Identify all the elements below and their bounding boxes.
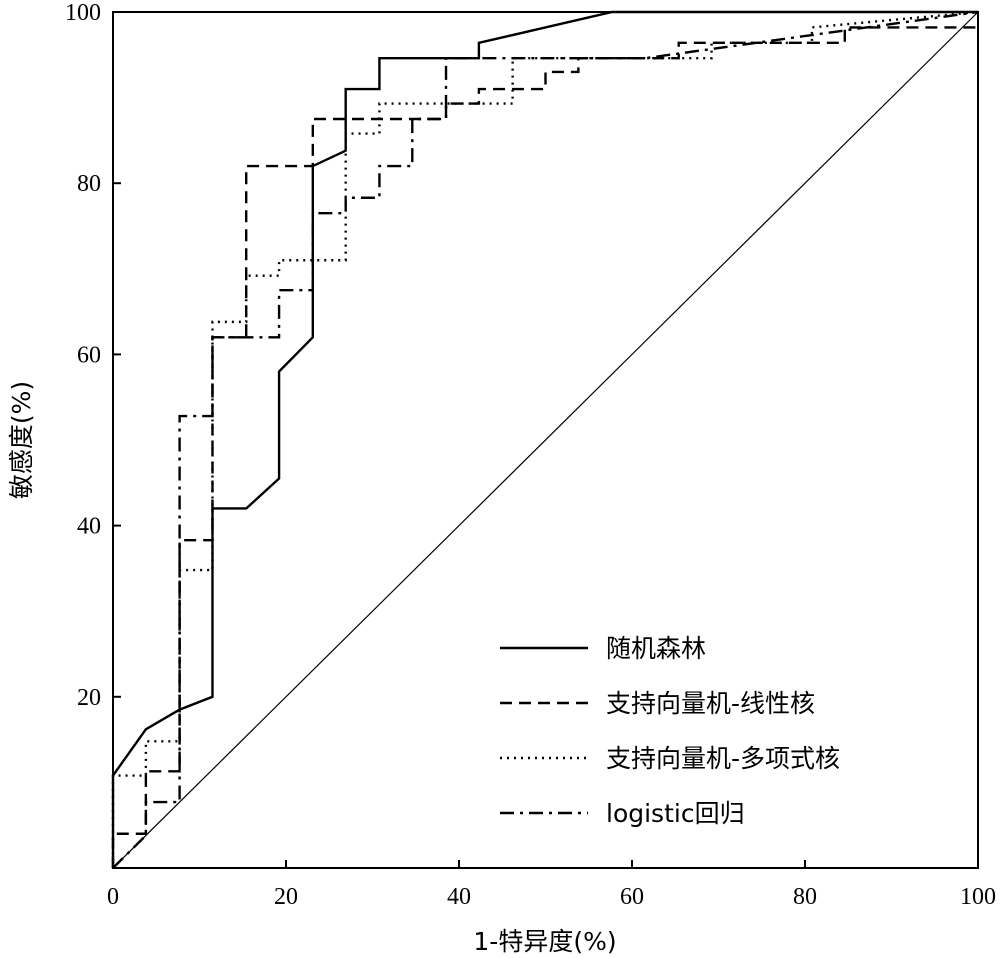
- legend-label-3: 支持向量机-多项式核: [606, 744, 840, 773]
- axis-ticks: 0 20 40 60 80 100 20 40 60 80 100: [65, 0, 996, 910]
- x-tick-label: 0: [107, 884, 119, 910]
- plot-area: [111, 10, 979, 869]
- x-tick-label: 60: [620, 884, 644, 910]
- legend-label-4: logistic回归: [606, 799, 745, 828]
- x-tick-label: 40: [447, 884, 471, 910]
- y-axis-label: 敏感度(%): [7, 381, 36, 499]
- y-tick-label: 80: [77, 171, 101, 197]
- y-tick-label: 100: [65, 0, 101, 26]
- plot-frame: [112, 11, 979, 869]
- diagonal-reference-line: [112, 11, 979, 869]
- legend-label-2: 支持向量机-线性核: [606, 689, 815, 718]
- y-tick-label: 20: [77, 685, 101, 711]
- series-line-2: [111, 26, 978, 868]
- legend-label-1: 随机森林: [606, 634, 706, 663]
- y-tick-label: 60: [77, 342, 101, 368]
- x-tick-label: 20: [274, 884, 298, 910]
- x-tick-label: 80: [793, 884, 817, 910]
- x-axis-label: 1-特异度(%): [473, 927, 616, 956]
- y-tick-label: 40: [77, 514, 101, 540]
- series-line-4: [112, 10, 979, 869]
- x-tick-label: 100: [960, 884, 996, 910]
